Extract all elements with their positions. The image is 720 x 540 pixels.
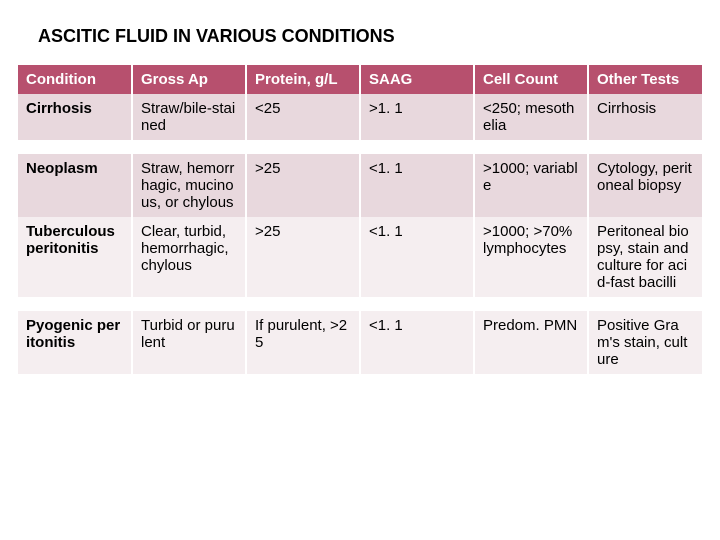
cell: <1. 1 [360,154,474,217]
cell: Straw, hemorrhagic, mucinous, or chylous [132,154,246,217]
page-title: ASCITIC FLUID IN VARIOUS CONDITIONS [0,0,720,65]
col-gross-ap: Gross Ap [132,65,246,94]
table-row: Pyogenic peritonitis Turbid or purulent … [18,311,702,374]
cell: Predom. PMN [474,311,588,374]
cell: Tuberculous peritonitis [18,217,132,297]
table-row: Cirrhosis Straw/bile-stained <25 >1. 1 <… [18,94,702,140]
col-condition: Condition [18,65,132,94]
cell: >1000; variable [474,154,588,217]
cell: Cirrhosis [588,94,702,140]
table-container: Condition Gross Ap Protein, g/L SAAG Cel… [0,65,720,374]
table-row: Tuberculous peritonitis Clear, turbid, h… [18,217,702,297]
col-protein: Protein, g/L [246,65,360,94]
cell: Pyogenic peritonitis [18,311,132,374]
cell: >1. 1 [360,94,474,140]
cell: <250; mesothelia [474,94,588,140]
cell: Cytology, peritoneal biopsy [588,154,702,217]
row-spacer [18,140,702,154]
cell: Turbid or purulent [132,311,246,374]
cell: >1000; >70% lymphocytes [474,217,588,297]
cell: <1. 1 [360,311,474,374]
cell: <25 [246,94,360,140]
cell: Neoplasm [18,154,132,217]
cell: >25 [246,154,360,217]
cell: Positive Gram's stain, culture [588,311,702,374]
cell: Clear, turbid, hemorrhagic, chylous [132,217,246,297]
col-other-tests: Other Tests [588,65,702,94]
col-cell-count: Cell Count [474,65,588,94]
table-header-row: Condition Gross Ap Protein, g/L SAAG Cel… [18,65,702,94]
cell: If purulent, >25 [246,311,360,374]
ascitic-fluid-table: Condition Gross Ap Protein, g/L SAAG Cel… [18,65,702,374]
cell: Straw/bile-stained [132,94,246,140]
row-spacer [18,297,702,311]
cell: >25 [246,217,360,297]
cell: <1. 1 [360,217,474,297]
col-saag: SAAG [360,65,474,94]
cell: Cirrhosis [18,94,132,140]
table-row: Neoplasm Straw, hemorrhagic, mucinous, o… [18,154,702,217]
cell: Peritoneal biopsy, stain and culture for… [588,217,702,297]
